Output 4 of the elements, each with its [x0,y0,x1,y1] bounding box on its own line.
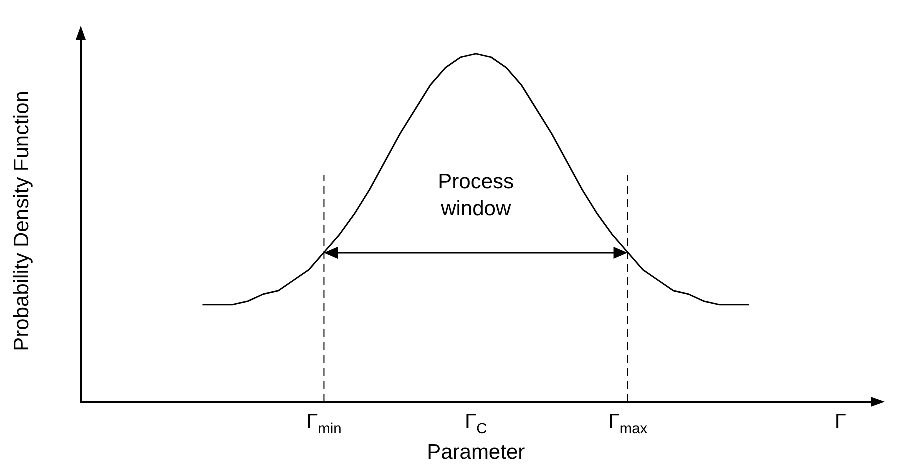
y-axis-title: Probability Density Function [10,91,34,352]
x-axis-title: Parameter [427,441,526,464]
x-tick-label: Γ [834,410,846,434]
annotation: Process window [438,170,514,221]
